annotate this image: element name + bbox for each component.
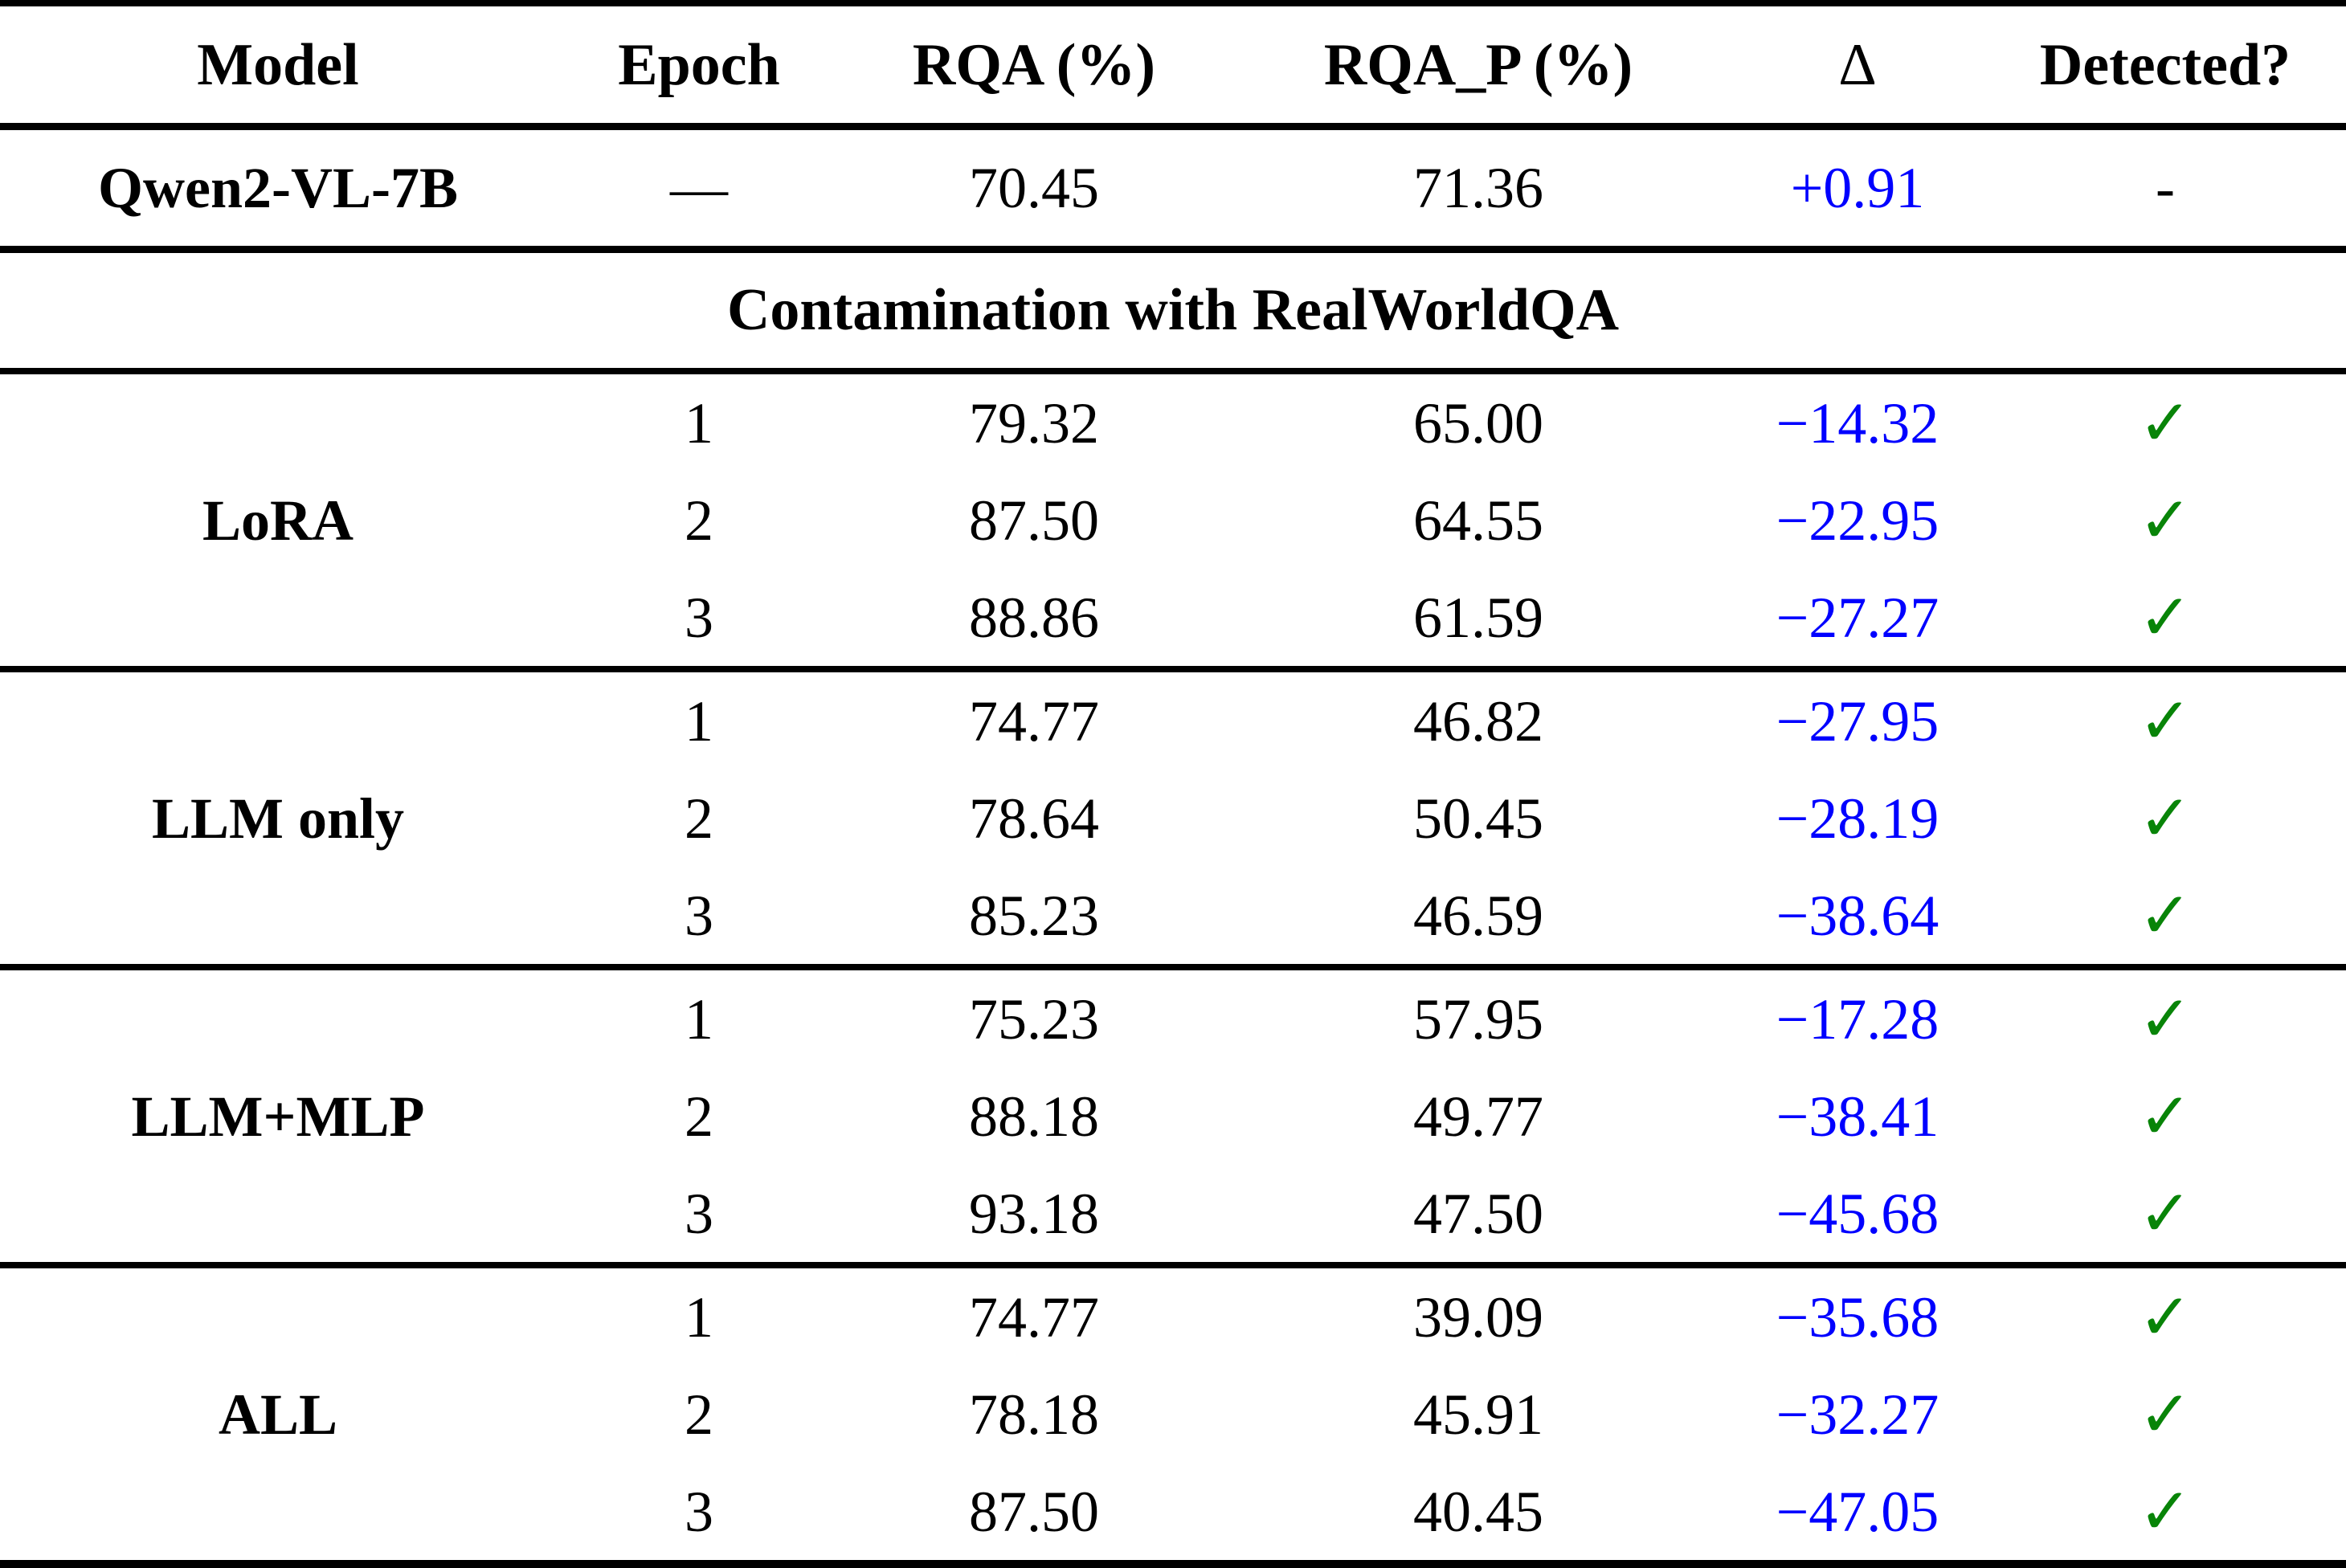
cell-rqa-p: 40.45 (1413, 1479, 1543, 1544)
table-header-row: Model Epoch RQA (%) RQA_P (%) Δ Detected… (0, 6, 2346, 123)
cell-rqa-p: 65.00 (1413, 390, 1543, 455)
cell-rqa: 93.18 (969, 1181, 1099, 1246)
cell-delta: −47.05 (1776, 1479, 1939, 1544)
cell-model: ALL (218, 1382, 338, 1447)
cell-epoch: 1 (685, 986, 713, 1051)
cell-epoch: — (670, 156, 728, 220)
check-icon: ✓ (2138, 579, 2193, 655)
cell-rqa-p: 46.82 (1413, 688, 1543, 753)
cell-epoch: 2 (685, 786, 713, 851)
cell-delta: −38.41 (1776, 1084, 1939, 1149)
cell-epoch: 2 (685, 1382, 713, 1447)
cell-epoch: 1 (685, 390, 713, 455)
cell-rqa: 70.45 (969, 156, 1099, 220)
cell-delta: −17.28 (1776, 986, 1939, 1051)
cell-rqa: 75.23 (969, 986, 1099, 1051)
header-rule (0, 123, 2346, 130)
section-rule (0, 246, 2346, 253)
check-icon: ✓ (2138, 877, 2193, 953)
cell-model: Qwen2-VL-7B (98, 156, 458, 220)
check-icon: ✓ (2138, 981, 2193, 1056)
cell-rqa: 88.86 (969, 585, 1099, 650)
cell-delta: −14.32 (1776, 390, 1939, 455)
cell-delta: −32.27 (1776, 1382, 1939, 1447)
cell-delta: −27.95 (1776, 688, 1939, 753)
cell-rqa-p: 50.45 (1413, 786, 1543, 851)
cell-rqa-p: 45.91 (1413, 1382, 1543, 1447)
cell-rqa-p: 46.59 (1413, 883, 1543, 948)
table-bottom-rule (0, 1560, 2346, 1568)
check-icon: ✓ (2138, 385, 2193, 460)
table-top-rule (0, 0, 2346, 6)
check-icon: ✓ (2138, 683, 2193, 758)
cell-rqa: 85.23 (969, 883, 1099, 948)
group-lora: LoRA 1 79.32 65.00 −14.32 ✓ 2 87.50 64.5… (0, 374, 2346, 666)
cell-epoch: 2 (685, 488, 713, 553)
cell-epoch: 3 (685, 585, 713, 650)
cell-delta: −28.19 (1776, 786, 1939, 851)
cell-epoch: 3 (685, 1181, 713, 1246)
cell-rqa-p: 71.36 (1413, 156, 1543, 220)
cell-epoch: 3 (685, 883, 713, 948)
cell-epoch: 3 (685, 1479, 713, 1544)
group-rule (0, 666, 2346, 672)
cell-rqa-p: 57.95 (1413, 986, 1543, 1051)
cell-rqa: 78.64 (969, 786, 1099, 851)
cell-detected: - (2156, 156, 2175, 220)
group-llm-mlp: LLM+MLP 1 75.23 57.95 −17.28 ✓ 2 88.18 4… (0, 970, 2346, 1262)
check-icon: ✓ (2138, 482, 2193, 557)
cell-rqa: 87.50 (969, 488, 1099, 553)
group-llm-only: LLM only 1 74.77 46.82 −27.95 ✓ 2 78.64 … (0, 672, 2346, 964)
cell-epoch: 2 (685, 1084, 713, 1149)
check-icon: ✓ (2138, 1279, 2193, 1354)
cell-rqa: 78.18 (969, 1382, 1099, 1447)
group-all: ALL 1 74.77 39.09 −35.68 ✓ 2 78.18 45.91… (0, 1268, 2346, 1560)
cell-epoch: 1 (685, 688, 713, 753)
cell-rqa-p: 61.59 (1413, 585, 1543, 650)
cell-rqa-p: 47.50 (1413, 1181, 1543, 1246)
cell-delta: −27.27 (1776, 585, 1939, 650)
column-header-detected: Detected? (2039, 31, 2291, 98)
check-icon: ✓ (2138, 1473, 2193, 1549)
check-icon: ✓ (2138, 780, 2193, 855)
cell-delta: +0.91 (1790, 156, 1925, 220)
cell-rqa: 88.18 (969, 1084, 1099, 1149)
section-rule (0, 368, 2346, 374)
section-header: Contamination with RealWorldQA (726, 277, 1620, 343)
cell-delta: −22.95 (1776, 488, 1939, 553)
table-row: Qwen2-VL-7B — 70.45 71.36 +0.91 - (0, 130, 2346, 246)
column-header-epoch: Epoch (618, 31, 780, 98)
cell-model: LLM+MLP (131, 1084, 425, 1149)
cell-model: LLM only (151, 786, 405, 851)
group-rule (0, 1262, 2346, 1268)
check-icon: ✓ (2138, 1078, 2193, 1154)
check-icon: ✓ (2138, 1175, 2193, 1251)
cell-delta: −45.68 (1776, 1181, 1939, 1246)
cell-epoch: 1 (685, 1284, 713, 1350)
cell-delta: −35.68 (1776, 1284, 1939, 1350)
cell-rqa: 87.50 (969, 1479, 1099, 1544)
cell-model: LoRA (202, 488, 354, 553)
cell-rqa: 74.77 (969, 1284, 1099, 1350)
group-rule (0, 964, 2346, 970)
cell-rqa-p: 64.55 (1413, 488, 1543, 553)
cell-rqa: 79.32 (969, 390, 1099, 455)
cell-rqa-p: 39.09 (1413, 1284, 1543, 1350)
cell-rqa-p: 49.77 (1413, 1084, 1543, 1149)
column-header-rqa: RQA (%) (912, 31, 1156, 98)
column-header-rqa-p: RQA_P (%) (1323, 31, 1633, 98)
cell-rqa: 74.77 (969, 688, 1099, 753)
cell-delta: −38.64 (1776, 883, 1939, 948)
column-header-delta: Δ (1838, 31, 1877, 98)
column-header-model: Model (197, 31, 359, 98)
check-icon: ✓ (2138, 1376, 2193, 1452)
